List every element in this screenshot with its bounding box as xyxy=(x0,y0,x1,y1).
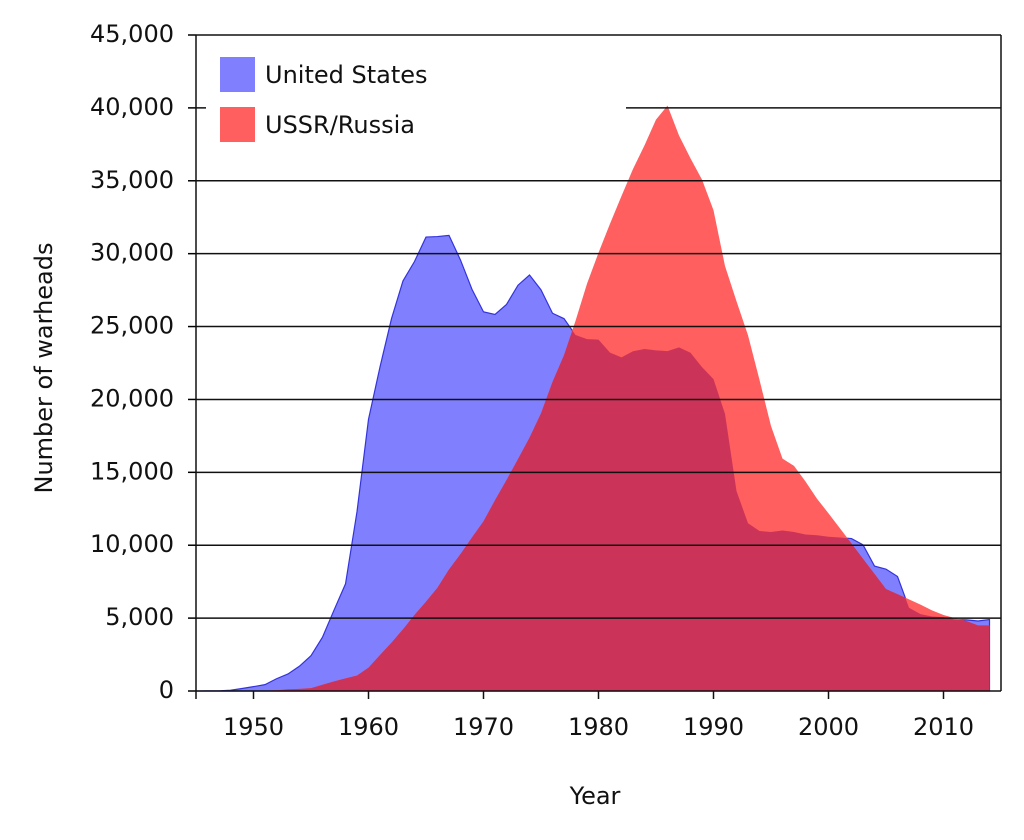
legend-label: United States xyxy=(265,61,428,89)
overlap-area xyxy=(196,235,990,691)
x-tick-label: 1980 xyxy=(568,713,629,741)
x-tick-label: 2010 xyxy=(913,713,974,741)
y-tick-label: 0 xyxy=(159,676,174,704)
y-tick-label: 15,000 xyxy=(90,457,174,485)
y-tick-label: 10,000 xyxy=(90,530,174,558)
y-tick-label: 25,000 xyxy=(90,312,174,340)
legend-swatch xyxy=(220,57,255,92)
x-tick-label: 1990 xyxy=(683,713,744,741)
y-tick-label: 45,000 xyxy=(90,20,174,48)
y-tick-label: 35,000 xyxy=(90,166,174,194)
y-tick-label: 20,000 xyxy=(90,384,174,412)
x-tick-label: 1960 xyxy=(338,713,399,741)
x-tick-label: 1970 xyxy=(453,713,514,741)
y-axis-label: Number of warheads xyxy=(30,242,58,493)
x-tick-label: 1950 xyxy=(223,713,284,741)
legend-swatch xyxy=(220,107,255,142)
legend-background xyxy=(206,43,626,158)
x-axis-label: Year xyxy=(569,782,621,810)
y-tick-label: 30,000 xyxy=(90,239,174,267)
legend-label: USSR/Russia xyxy=(265,111,415,139)
y-tick-label: 5,000 xyxy=(105,603,174,631)
x-tick-label: 2000 xyxy=(798,713,859,741)
y-tick-label: 40,000 xyxy=(90,93,174,121)
